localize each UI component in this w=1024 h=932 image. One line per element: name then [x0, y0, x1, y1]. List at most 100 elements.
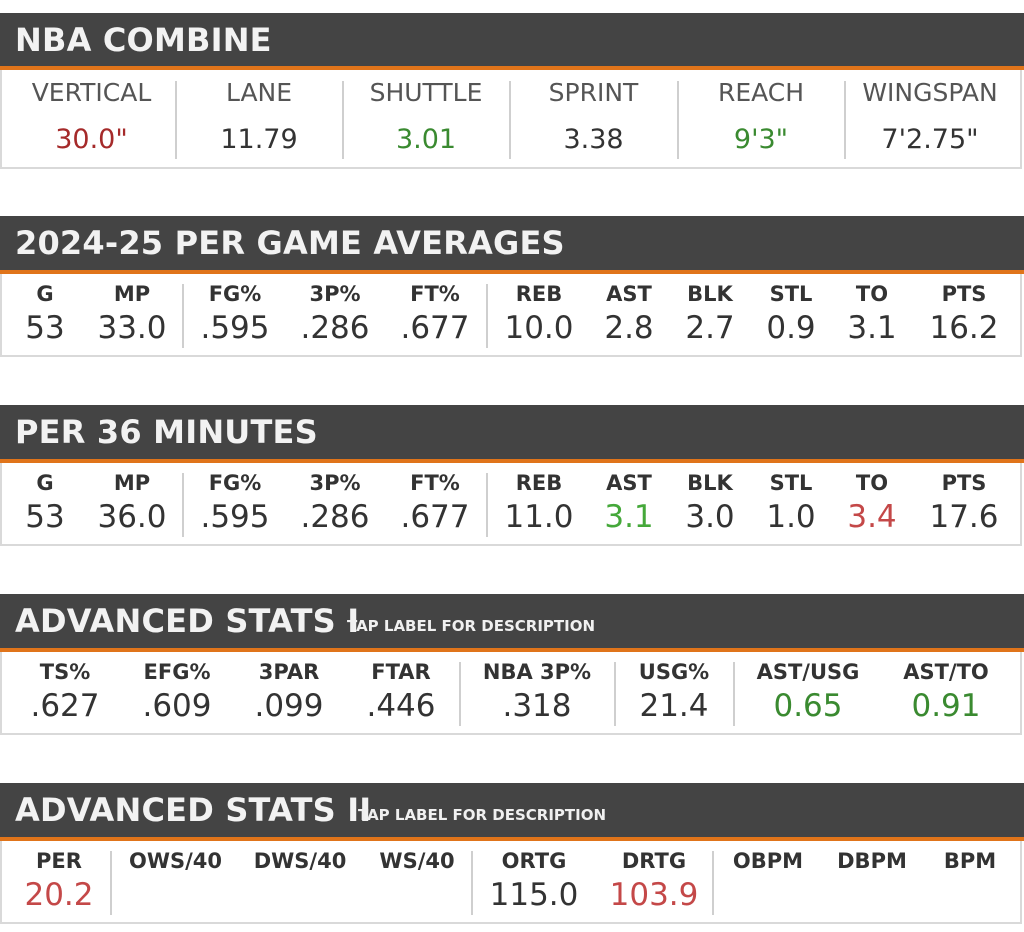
stat-value: 115.0 — [489, 877, 579, 913]
combine-lane[interactable]: LANE 11.79 — [176, 70, 342, 169]
combine-vertical[interactable]: VERTICAL 30.0" — [8, 70, 175, 169]
divider — [677, 81, 679, 159]
stat-label: AST/USG — [756, 660, 860, 684]
stat-ft-pct[interactable]: FT% .677 — [390, 274, 480, 357]
stat-label: 3P% — [309, 471, 361, 495]
stat-stl[interactable]: STL 0.9 — [751, 274, 831, 357]
stat-ast-usg[interactable]: AST/USG 0.65 — [742, 652, 874, 735]
divider — [844, 81, 846, 159]
stat-pts[interactable]: PTS 16.2 — [914, 274, 1014, 357]
stat-label: LANE — [225, 78, 293, 107]
combine-shuttle[interactable]: SHUTTLE 3.01 — [343, 70, 509, 169]
stat-ftar[interactable]: FTAR .446 — [351, 652, 451, 735]
stat-mp[interactable]: MP 33.0 — [87, 274, 177, 357]
stat-fg-pct[interactable]: FG% .595 — [190, 274, 280, 357]
stat-value: 21.4 — [639, 688, 709, 724]
stat-value: .677 — [400, 310, 470, 346]
stat-3par[interactable]: 3PAR .099 — [239, 652, 339, 735]
stat-g[interactable]: G 53 — [10, 463, 80, 546]
stat-nba-3p-pct[interactable]: NBA 3P% .318 — [466, 652, 608, 735]
stat-value: .286 — [300, 310, 370, 346]
stat-value: 11.79 — [220, 124, 298, 155]
stat-fg-pct[interactable]: FG% .595 — [190, 463, 280, 546]
stat-value: 9'3" — [733, 124, 789, 155]
stat-reb[interactable]: REB 10.0 — [494, 274, 584, 357]
stat-ast-to[interactable]: AST/TO 0.91 — [880, 652, 1012, 735]
stat-g[interactable]: G 53 — [10, 274, 80, 357]
stat-ws-40[interactable]: WS/40 — [362, 841, 472, 924]
stat-label: TO — [855, 282, 889, 306]
stat-value: .286 — [300, 499, 370, 535]
stat-ows-40[interactable]: OWS/40 — [118, 841, 233, 924]
stat-dws-40[interactable]: DWS/40 — [240, 841, 360, 924]
stat-label: PTS — [941, 471, 987, 495]
stat-label: 3PAR — [258, 660, 320, 684]
stat-label: PER — [36, 849, 82, 873]
stat-label: FG% — [208, 471, 262, 495]
divider — [342, 81, 344, 159]
stat-label: REB — [515, 471, 563, 495]
per36-section: PER 36 MINUTES G 53 MP 36.0 FG% .595 3P% .28… — [0, 405, 1024, 546]
stat-label: DRTG — [621, 849, 687, 873]
stat-value: 20.2 — [24, 877, 94, 913]
stat-label: VERTICAL — [31, 78, 152, 107]
stat-label: 3P% — [309, 282, 361, 306]
stat-ft-pct[interactable]: FT% .677 — [390, 463, 480, 546]
stat-stl[interactable]: STL 1.0 — [751, 463, 831, 546]
stat-ast[interactable]: AST 2.8 — [589, 274, 669, 357]
stat-dbpm[interactable]: DBPM — [822, 841, 922, 924]
stat-label: PTS — [941, 282, 987, 306]
stat-value: .609 — [142, 688, 212, 724]
divider — [733, 662, 735, 726]
stat-label: TO — [855, 471, 889, 495]
stat-pts[interactable]: PTS 17.6 — [914, 463, 1014, 546]
stat-bpm[interactable]: BPM — [924, 841, 1016, 924]
stat-per[interactable]: PER 20.2 — [10, 841, 108, 924]
stat-label: SPRINT — [548, 78, 639, 107]
stat-3p-pct[interactable]: 3P% .286 — [290, 274, 380, 357]
stat-blk[interactable]: BLK 3.0 — [670, 463, 750, 546]
stat-label: WS/40 — [379, 849, 455, 873]
stat-label: FT% — [410, 471, 460, 495]
stat-efg-pct[interactable]: EFG% .609 — [127, 652, 227, 735]
adv2-title: ADVANCED STATS II — [15, 791, 372, 829]
stat-blk[interactable]: BLK 2.7 — [670, 274, 750, 357]
adv2-box — [0, 841, 1022, 924]
stat-value: 0.9 — [766, 310, 816, 346]
per-game-header: 2024-25 PER GAME AVERAGES — [0, 216, 1024, 274]
stat-value: 53 — [25, 310, 65, 346]
combine-sprint[interactable]: SPRINT 3.38 — [510, 70, 677, 169]
stat-label: MP — [113, 471, 151, 495]
stat-value: 16.2 — [929, 310, 999, 346]
stat-reb[interactable]: REB 11.0 — [494, 463, 584, 546]
stat-value: .677 — [400, 499, 470, 535]
combine-reach[interactable]: REACH 9'3" — [678, 70, 844, 169]
stat-value: 33.0 — [97, 310, 167, 346]
stat-ortg[interactable]: ORTG 115.0 — [478, 841, 590, 924]
combine-wingspan[interactable]: WINGSPAN 7'2.75" — [845, 70, 1015, 169]
stat-ts-pct[interactable]: TS% .627 — [15, 652, 115, 735]
divider — [486, 473, 488, 537]
stat-value: .627 — [30, 688, 100, 724]
stat-value: 53 — [25, 499, 65, 535]
stat-label: ORTG — [501, 849, 567, 873]
per-game-title: 2024-25 PER GAME AVERAGES — [15, 224, 565, 262]
stat-label: FT% — [410, 282, 460, 306]
stat-value: 11.0 — [504, 499, 574, 535]
stat-mp[interactable]: MP 36.0 — [87, 463, 177, 546]
stat-ast[interactable]: AST 3.1 — [589, 463, 669, 546]
stat-to[interactable]: TO 3.1 — [832, 274, 912, 357]
stat-value: .099 — [254, 688, 324, 724]
stat-drtg[interactable]: DRTG 103.9 — [598, 841, 710, 924]
stat-to[interactable]: TO 3.4 — [832, 463, 912, 546]
stat-obpm[interactable]: OBPM — [718, 841, 818, 924]
stat-label: FTAR — [371, 660, 431, 684]
stat-value: 3.1 — [604, 499, 654, 535]
divider — [486, 284, 488, 348]
adv1-header: ADVANCED STATS I TAP LABEL FOR DESCRIPTI… — [0, 594, 1024, 652]
stat-value: 10.0 — [504, 310, 574, 346]
stat-3p-pct[interactable]: 3P% .286 — [290, 463, 380, 546]
stat-value: 1.0 — [766, 499, 816, 535]
stat-usg-pct[interactable]: USG% 21.4 — [620, 652, 728, 735]
stat-label: STL — [769, 471, 813, 495]
